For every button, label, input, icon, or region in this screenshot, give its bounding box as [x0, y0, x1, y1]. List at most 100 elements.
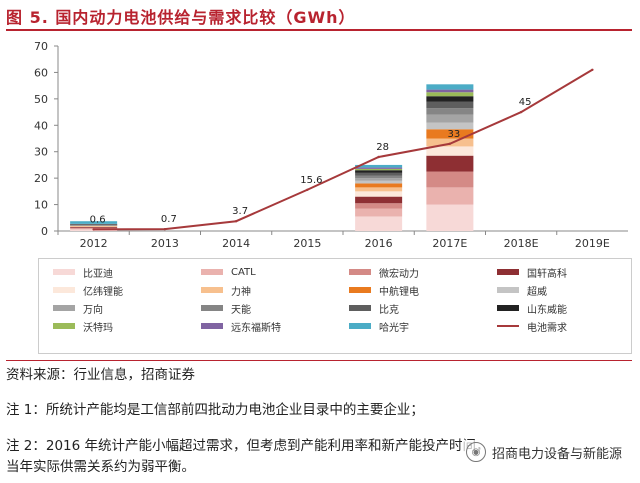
legend-label: CATL [231, 266, 256, 278]
chart-legend: 比亚迪 CATL 微宏动力 国轩高科 亿纬锂能 力神 中航锂电 超威 万向 天能 比克 山东威能 沃特玛… [38, 258, 632, 354]
legend-swatch [349, 305, 371, 311]
chart-axes: 0 10 20 30 40 50 60 70 2012 2013 2014 2015 2016 2017E… [34, 40, 628, 250]
bar-segment [70, 224, 118, 225]
legend-item: 超威 [497, 281, 640, 299]
legend-label: 电池需求 [527, 322, 567, 334]
bar-segment [426, 96, 474, 102]
bar-segment [355, 172, 403, 176]
legend-swatch [349, 287, 371, 293]
note-2-line-1: 注 2：2016 年统计产能小幅超过需求，但考虑到产能利用率和新产能投产时间， [6, 438, 490, 454]
legend-swatch [201, 323, 223, 329]
legend-label: 亿纬锂能 [83, 286, 123, 298]
chart: 0 10 20 30 40 50 60 70 2012 2013 2014 2015 2016 2017E… [34, 40, 628, 250]
legend-label: 超威 [527, 286, 547, 298]
y-tick-label: 10 [34, 199, 48, 212]
demand-line [93, 68, 593, 231]
legend-item: 微宏动力 [349, 263, 497, 281]
bar-segment [426, 171, 474, 188]
x-tick-label: 2016 [365, 237, 393, 250]
y-tick-label: 50 [34, 93, 48, 106]
data-label: 3.7 [232, 206, 248, 217]
legend-item: 电池需求 [497, 317, 640, 335]
demand-point [377, 155, 380, 159]
footer-rule [6, 360, 632, 361]
legend-label: 比亚迪 [83, 268, 113, 280]
x-tick-label: 2015 [293, 237, 321, 250]
note-2-line-2: 当年实际供需关系约为弱平衡。 [6, 459, 195, 475]
x-tick-label: 2019E [575, 237, 610, 250]
source-text: 资料来源：行业信息，招商证券 [6, 367, 195, 383]
legend-swatch [53, 305, 75, 311]
chart-line [92, 68, 594, 231]
bar-segment [70, 225, 118, 227]
watermark: ◉ 招商电力设备与新能源 [461, 440, 626, 464]
wechat-icon: ◉ [465, 442, 486, 462]
legend-item: 中航锂电 [349, 281, 497, 299]
demand-point [92, 228, 95, 231]
legend-label: 远东福斯特 [231, 322, 281, 334]
legend-swatch [497, 305, 519, 311]
data-label: 0.6 [90, 214, 106, 225]
bar-segment [70, 223, 118, 225]
bar-segment [426, 84, 474, 90]
bar-segment [355, 167, 403, 169]
bar-segment [426, 129, 474, 139]
data-label: 45 [519, 97, 532, 108]
bar-segment [70, 221, 118, 224]
bar-segment [426, 138, 474, 147]
x-tick-label: 2013 [151, 237, 179, 250]
bar-segment [355, 183, 403, 188]
y-tick-label: 0 [41, 225, 48, 238]
data-label: 28 [376, 142, 389, 153]
legend-item: 天能 [201, 299, 349, 317]
legend-swatch [53, 269, 75, 275]
y-tick-label: 70 [34, 40, 48, 53]
legend-swatch [497, 269, 519, 275]
legend-label: 沃特玛 [83, 322, 113, 334]
bar-segment [70, 225, 118, 227]
legend-label: 山东威能 [527, 304, 567, 316]
chart-labels: 0.6 0.7 3.7 15.6 28 33 45 [90, 97, 532, 225]
bar-segment [426, 204, 474, 231]
demand-point [448, 142, 452, 145]
demand-point [306, 188, 309, 191]
bar-segment [70, 225, 118, 226]
bar-segment [70, 224, 118, 226]
bar-segment [426, 108, 474, 115]
bar-segment [70, 227, 118, 228]
x-tick-label: 2014 [222, 237, 250, 250]
legend-label: 中航锂电 [379, 286, 419, 298]
bar-segment [70, 224, 118, 226]
y-tick-label: 60 [34, 66, 48, 79]
title-rule [6, 29, 632, 31]
legend-swatch [497, 325, 519, 327]
y-tick-label: 30 [34, 146, 48, 159]
x-tick-label: 2018E [504, 237, 539, 250]
x-tick-label: 2017E [432, 237, 467, 250]
bar-segment [426, 89, 474, 93]
bar-segment [70, 225, 118, 226]
bar-segment [355, 180, 403, 184]
bar-segment [70, 226, 118, 228]
bar-segment [426, 187, 474, 205]
legend-item: 国轩高科 [497, 263, 640, 281]
y-tick-label: 20 [34, 172, 48, 185]
demand-point [519, 110, 523, 114]
bar-segment [426, 122, 474, 130]
bar-segment [355, 170, 403, 173]
legend-label: 比克 [379, 304, 399, 316]
legend-item: 亿纬锂能 [53, 281, 201, 299]
bar-segment [355, 191, 403, 197]
watermark-text: 招商电力设备与新能源 [491, 446, 622, 462]
bar-segment [70, 224, 118, 225]
data-label: 0.7 [161, 214, 177, 225]
chart-bars [70, 84, 474, 231]
legend-item: 比克 [349, 299, 497, 317]
bar-segment [426, 155, 474, 172]
y-tick-label: 40 [34, 119, 48, 132]
demand-point [234, 220, 238, 223]
legend-item: 万向 [53, 299, 201, 317]
legend-swatch [497, 287, 519, 293]
legend-label: 哈光宇 [379, 322, 409, 334]
legend-swatch [201, 269, 223, 275]
